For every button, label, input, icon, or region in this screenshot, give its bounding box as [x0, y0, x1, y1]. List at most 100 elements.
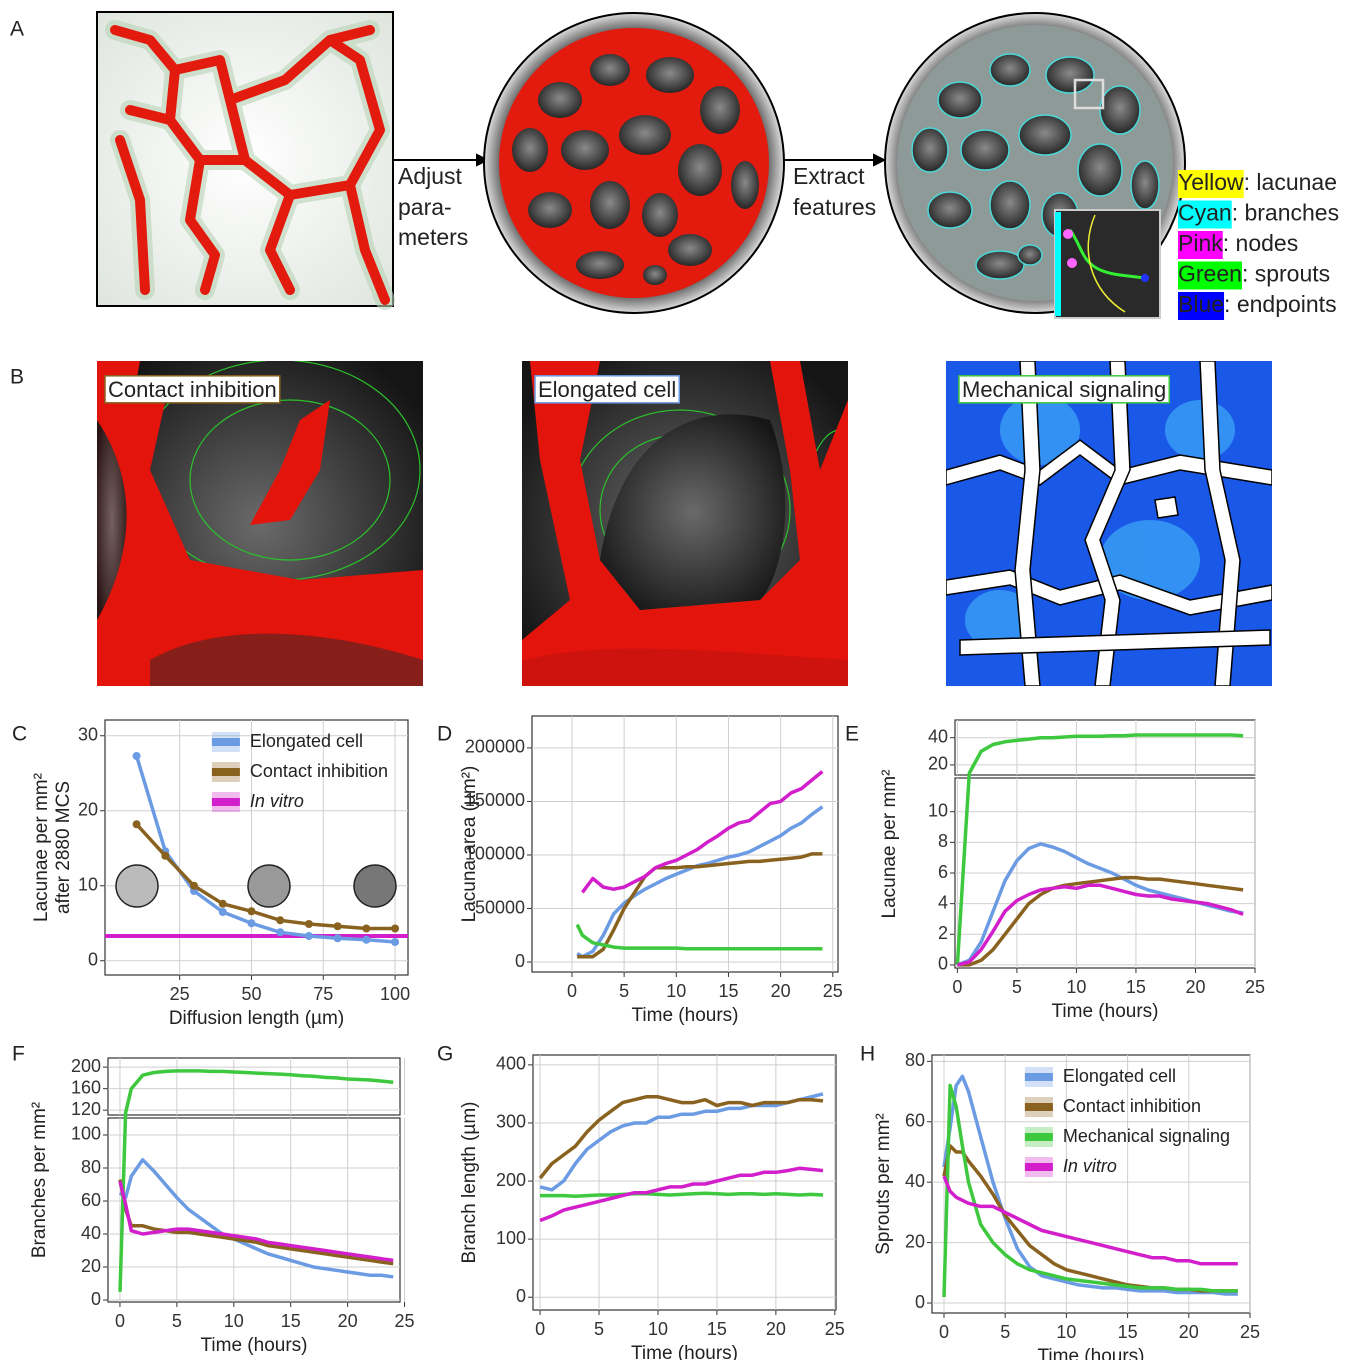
point	[391, 925, 399, 933]
sim-image	[946, 361, 1272, 686]
y-tick-label: 200	[496, 1170, 526, 1190]
x-tick-label: 25	[170, 984, 190, 1004]
legend-swatch	[212, 768, 240, 776]
point	[276, 916, 284, 924]
point	[305, 920, 313, 928]
y-tick-label: 80	[81, 1157, 101, 1177]
x-tick-label: 20	[1179, 1322, 1199, 1342]
legend-text: : sprouts	[1242, 261, 1330, 287]
y-tick-label: 300	[496, 1112, 526, 1132]
y-axis-label: Branches per mm²	[29, 1102, 50, 1258]
point	[219, 900, 227, 908]
legend-swatch	[1025, 1073, 1053, 1081]
y-tick-label: 4	[938, 892, 948, 912]
legend-swatch	[212, 798, 240, 806]
x-tick-label: 25	[825, 1319, 845, 1339]
x-tick-label: 10	[224, 1311, 244, 1331]
network-image	[97, 12, 393, 306]
x-tick-label: 0	[115, 1311, 125, 1331]
y-axis-label: Lacunae per mm²	[31, 773, 52, 922]
zoom-inset	[1055, 210, 1160, 318]
y-tick-label: 10	[928, 800, 948, 820]
x-axis-label: Time (hours)	[1038, 1346, 1145, 1360]
y-axis-label: Branch length (µm)	[459, 1102, 480, 1264]
legend-swatch	[212, 738, 240, 746]
image-label: Contact inhibition	[108, 377, 277, 402]
y-tick-label: 50000	[475, 897, 525, 917]
y-tick-label: 60	[905, 1111, 925, 1131]
y-tick-label: 400	[496, 1054, 526, 1074]
panel-label: G	[437, 1043, 453, 1066]
x-tick-label: 100	[380, 984, 410, 1004]
x-tick-label: 15	[718, 981, 738, 1001]
legend-label: Elongated cell	[1063, 1066, 1176, 1086]
x-tick-label: 0	[952, 977, 962, 997]
point	[247, 907, 255, 915]
legend-label: Elongated cell	[250, 731, 363, 751]
point	[133, 820, 141, 828]
point	[219, 908, 227, 916]
arrow-label: para-	[398, 194, 452, 220]
y-tick-label: 0	[515, 951, 525, 971]
x-tick-label: 25	[1245, 977, 1265, 997]
y-axis-label: Lacunae per mm²	[879, 770, 900, 919]
legend-text: : nodes	[1223, 230, 1298, 256]
panel-label: C	[12, 723, 27, 746]
x-tick-label: 5	[172, 1311, 182, 1331]
y-tick-label: 20	[78, 800, 98, 820]
point	[391, 938, 399, 946]
legend-text: : endpoints	[1224, 291, 1337, 317]
y-tick-label: 20	[905, 1231, 925, 1251]
image-label: Mechanical signaling	[962, 377, 1166, 402]
x-tick-label: 15	[707, 1319, 727, 1339]
arrow-label: features	[793, 194, 876, 220]
x-tick-label: 20	[766, 1319, 786, 1339]
y-tick-label: 0	[88, 950, 98, 970]
x-tick-label: 0	[939, 1322, 949, 1342]
sim-image	[522, 361, 880, 686]
y-tick-label: 100	[496, 1228, 526, 1248]
y-tick-label: 200	[71, 1056, 101, 1076]
x-axis-label: Time (hours)	[1052, 1001, 1159, 1022]
x-tick-label: 0	[567, 981, 577, 1001]
legend-label: In vitro	[1063, 1156, 1117, 1176]
legend-text: : branches	[1232, 200, 1339, 226]
panel-label: F	[12, 1043, 25, 1066]
plot-area	[533, 1055, 836, 1310]
x-axis-label: Diffusion length (µm)	[169, 1008, 344, 1029]
y-tick-label: 60	[81, 1190, 101, 1210]
panel-label: D	[437, 723, 452, 746]
y-tick-label: 160	[71, 1077, 101, 1097]
y-tick-label: 100	[71, 1124, 101, 1144]
legend-label: Contact inhibition	[250, 761, 388, 781]
x-tick-label: 15	[1118, 1322, 1138, 1342]
legend-label: In vitro	[250, 791, 304, 811]
point	[247, 919, 255, 927]
x-axis-label: Time (hours)	[632, 1005, 739, 1026]
point	[305, 932, 313, 940]
x-tick-label: 25	[395, 1311, 415, 1331]
y-tick-label: 6	[938, 862, 948, 882]
y-axis-label: after 2880 MCS	[53, 781, 74, 914]
point	[190, 882, 198, 890]
point	[161, 852, 169, 860]
y-tick-label: 40	[81, 1223, 101, 1243]
legend-key: Cyan	[1178, 200, 1232, 226]
panel-label: E	[845, 723, 859, 746]
y-tick-label: 120	[71, 1099, 101, 1119]
x-tick-label: 5	[1012, 977, 1022, 997]
y-axis-label: Sprouts per mm²	[873, 1113, 894, 1254]
legend-key: Green	[1178, 261, 1242, 287]
y-tick-label: 20	[928, 754, 948, 774]
point	[133, 752, 141, 760]
y-tick-label: 40	[928, 726, 948, 746]
x-tick-label: 5	[1000, 1322, 1010, 1342]
x-tick-label: 25	[1240, 1322, 1260, 1342]
x-tick-label: 10	[1066, 977, 1086, 997]
x-axis-label: Time (hours)	[201, 1335, 308, 1356]
chart: 0510152025020406080HTime (hours)Sprouts …	[860, 1043, 1260, 1360]
legend-key: Blue	[1178, 291, 1224, 317]
x-tick-label: 20	[338, 1311, 358, 1331]
